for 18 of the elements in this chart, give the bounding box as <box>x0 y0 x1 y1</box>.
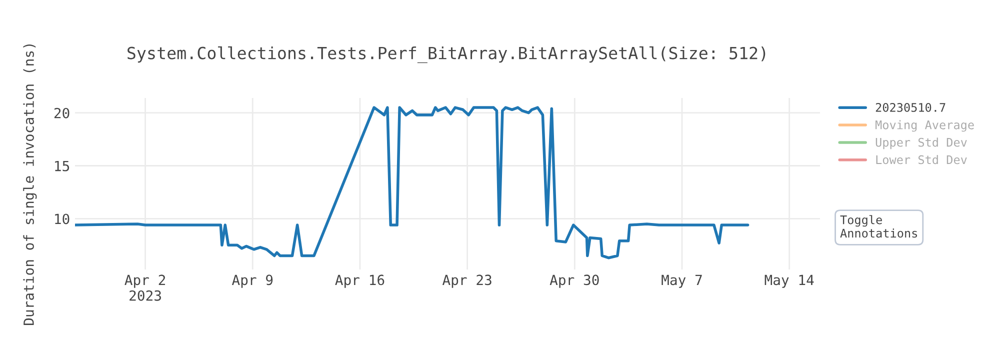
x-tick-label: May 7 <box>662 274 702 288</box>
x-tick-label: Apr 2 2023 <box>124 274 166 301</box>
legend-label: 20230510.7 <box>876 102 946 112</box>
x-tick-label: Apr 30 <box>550 274 599 288</box>
chart-title: System.Collections.Tests.Perf_BitArray.BitArraySetAll(Size: 512) <box>128 46 766 64</box>
x-tick-label: Apr 16 <box>335 274 384 288</box>
text: Toggle Annotations <box>840 215 918 238</box>
x-tick-label: Apr 23 <box>442 274 492 288</box>
y-tick-label: 15 <box>55 160 70 172</box>
legend-label: Upper Std Dev <box>876 138 967 150</box>
line-series <box>75 106 750 260</box>
legend-label: Moving Average <box>876 120 974 132</box>
y-tick-label: 10 <box>55 214 70 224</box>
y-axis-title: Duration of single invocation (ns) <box>23 44 37 325</box>
x-tick-label: Apr 9 <box>232 274 273 288</box>
y-tick-label: 20 <box>54 108 70 118</box>
x-tick-label: May 14 <box>764 274 814 288</box>
legend-label: Lower Std Dev <box>876 155 967 164</box>
